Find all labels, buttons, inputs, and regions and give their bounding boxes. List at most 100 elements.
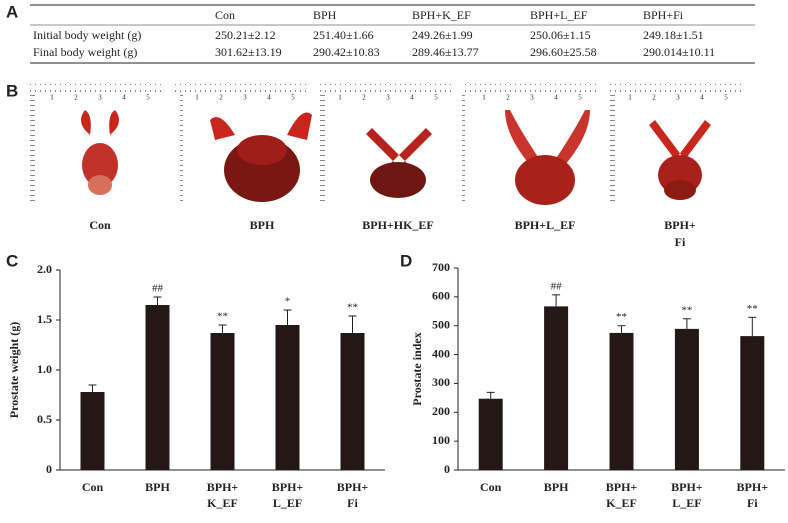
ruler-number: 5 — [434, 94, 438, 102]
x-tick-label: Con — [82, 480, 104, 494]
bar — [80, 392, 105, 470]
ruler-number: 4 — [554, 94, 558, 102]
x-tick-label: Fi — [747, 496, 758, 510]
ruler-number: 1 — [628, 94, 632, 102]
significance: ** — [681, 304, 692, 316]
ruler-number: 4 — [267, 94, 271, 102]
bar — [609, 332, 634, 470]
y-tick-label: 0 — [46, 462, 52, 476]
photo-label: BPH+HK_EF — [362, 218, 434, 232]
table-rules — [30, 4, 755, 64]
x-tick-label: K_EF — [606, 496, 637, 510]
significance: ** — [347, 302, 358, 314]
x-tick-label: L_EF — [672, 496, 701, 510]
table-cell: 301.62±13.19 — [215, 45, 282, 59]
bar — [478, 398, 503, 470]
x-tick-label: L_EF — [273, 496, 302, 510]
panel-label: A — [6, 2, 18, 21]
ruler-number: 2 — [506, 94, 510, 102]
table-cell: 251.40±1.66 — [313, 28, 374, 42]
ruler-number: 3 — [386, 94, 390, 102]
significance: * — [285, 296, 291, 308]
table-cell: 289.46±13.77 — [412, 45, 479, 59]
bar — [544, 306, 569, 470]
x-tick-label: Con — [480, 480, 502, 494]
photos — [30, 82, 742, 207]
ruler-number: 5 — [724, 94, 728, 102]
ruler-number: 3 — [98, 94, 102, 102]
significance: ## — [551, 280, 563, 292]
photo-label: Con — [89, 218, 111, 232]
ruler-number: 2 — [652, 94, 656, 102]
photo — [318, 84, 452, 202]
table-header: BPH+L_EF — [530, 8, 588, 22]
table-cell: 249.26±1.99 — [412, 28, 473, 42]
significance: ** — [217, 311, 228, 323]
ruler-number: 1 — [195, 94, 199, 102]
photo — [30, 82, 165, 207]
photo-label: BPH+ — [664, 218, 696, 232]
y-tick-label: 700 — [432, 260, 450, 274]
y-axis-label: Prostate index — [410, 332, 424, 405]
y-tick-label: 300 — [432, 375, 450, 389]
ruler-number: 4 — [700, 94, 704, 102]
photo-label: Fi — [675, 235, 686, 249]
ruler-number: 2 — [74, 94, 78, 102]
panel-label: B — [6, 81, 18, 100]
x-tick-label: Fi — [347, 496, 358, 510]
row-label: Final body weight (g) — [33, 45, 137, 59]
significance: ## — [152, 283, 164, 295]
ruler-number: 2 — [362, 94, 366, 102]
x-tick-label: BPH+ — [272, 480, 304, 494]
photo-label: BPH — [250, 218, 275, 232]
x-tick-label: BPH+ — [671, 480, 703, 494]
photo — [608, 84, 742, 202]
x-tick-label: BPH+ — [337, 480, 369, 494]
table-cell: 290.42±10.83 — [313, 45, 380, 59]
table-cell: 250.06±1.15 — [530, 28, 591, 42]
significance: ** — [616, 311, 627, 323]
table-cell: 296.60±25.58 — [530, 45, 597, 59]
bar — [674, 328, 699, 470]
photo — [175, 84, 312, 202]
y-tick-label: 100 — [432, 433, 450, 447]
x-tick-label: BPH+ — [207, 480, 239, 494]
ruler-number: 3 — [243, 94, 247, 102]
ruler-number: 5 — [146, 94, 150, 102]
y-tick-label: 600 — [432, 289, 450, 303]
y-tick-label: 0 — [444, 462, 450, 476]
bar — [275, 325, 300, 470]
table-header: BPH+K_EF — [412, 8, 471, 22]
ruler-number: 1 — [50, 94, 54, 102]
y-tick-label: 1.0 — [37, 362, 52, 376]
ruler-number: 3 — [530, 94, 534, 102]
table-cell: 249.18±1.51 — [643, 28, 704, 42]
ruler-number: 1 — [338, 94, 342, 102]
table-header: Con — [215, 8, 235, 22]
ruler-number: 1 — [482, 94, 486, 102]
y-tick-label: 200 — [432, 404, 450, 418]
photo-label: BPH+L_EF — [515, 218, 576, 232]
bar — [740, 336, 765, 470]
panel-label: D — [400, 251, 412, 270]
y-tick-label: 400 — [432, 346, 450, 360]
ruler-number: 4 — [122, 94, 126, 102]
table-header: BPH+Fi — [643, 8, 684, 22]
ruler-number: 3 — [676, 94, 680, 102]
y-tick-label: 1.5 — [37, 312, 52, 326]
ruler-number: 5 — [291, 94, 295, 102]
x-tick-label: BPH — [544, 480, 569, 494]
x-tick-label: K_EF — [207, 496, 238, 510]
x-tick-label: BPH+ — [737, 480, 769, 494]
x-tick-label: BPH+ — [606, 480, 638, 494]
bar — [340, 333, 365, 470]
y-tick-label: 500 — [432, 317, 450, 331]
ruler-number: 5 — [578, 94, 582, 102]
y-axis-label: Prostate weight (g) — [7, 322, 21, 418]
bar — [210, 333, 235, 470]
y-tick-label: 2.0 — [37, 262, 52, 276]
table-cell: 290.014±10.11 — [643, 45, 715, 59]
ruler-number: 2 — [219, 94, 223, 102]
panel-label: C — [6, 251, 18, 270]
